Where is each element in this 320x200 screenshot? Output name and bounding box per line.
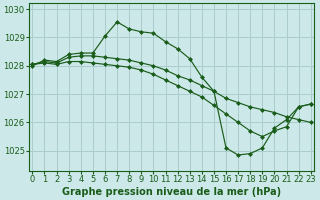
- X-axis label: Graphe pression niveau de la mer (hPa): Graphe pression niveau de la mer (hPa): [62, 187, 281, 197]
